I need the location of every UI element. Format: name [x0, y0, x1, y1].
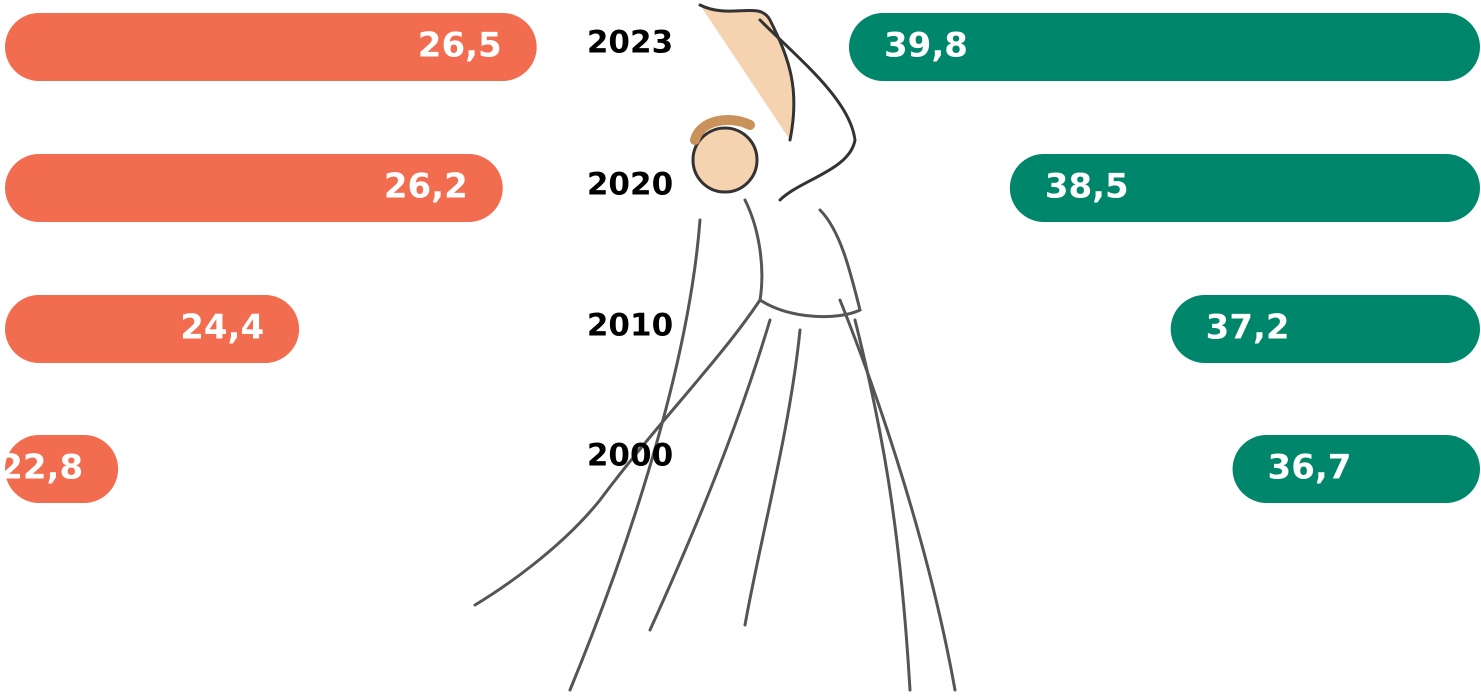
value-label: 37,2: [1206, 308, 1290, 348]
value-label: 26,5: [418, 26, 502, 66]
bar: [5, 13, 537, 81]
illustration: [473, 3, 957, 692]
bar: [849, 13, 1480, 81]
bar: [5, 154, 503, 222]
value-label: 39,8: [884, 26, 968, 66]
bar: [1009, 154, 1480, 222]
value-label: 24,4: [180, 308, 264, 348]
value-label: 22,8: [0, 448, 83, 488]
category-label: 2000: [587, 438, 673, 474]
value-label: 36,7: [1268, 448, 1352, 488]
value-label: 38,5: [1045, 167, 1129, 207]
category-label: 2023: [587, 25, 673, 61]
bar: [1170, 295, 1480, 363]
bar: [5, 295, 300, 363]
category-label: 2010: [587, 308, 673, 344]
value-label: 26,2: [384, 167, 468, 207]
category-label: 2020: [587, 167, 673, 203]
bar: [5, 435, 119, 503]
bar: [1232, 435, 1480, 503]
